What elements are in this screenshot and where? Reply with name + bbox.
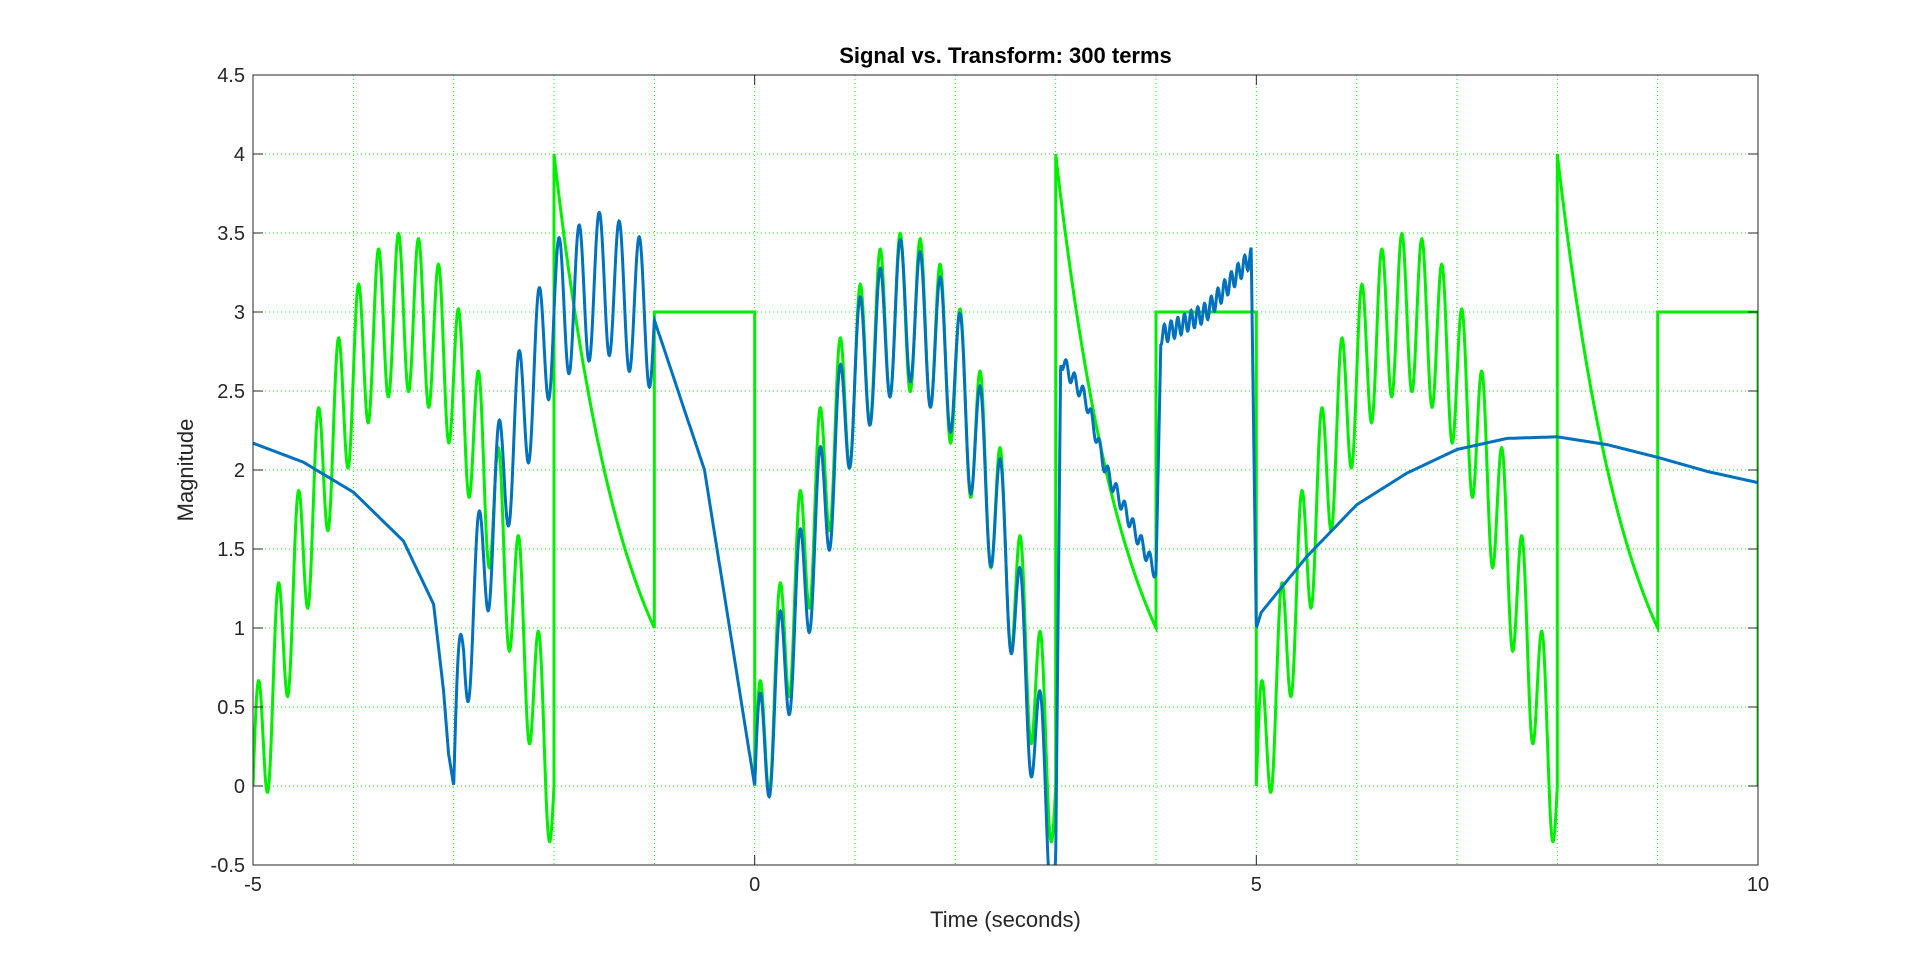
y-tick-label: -0.5 <box>211 855 245 877</box>
y-tick-label: 4 <box>234 144 245 166</box>
y-tick-label: 2.5 <box>217 381 245 403</box>
y-tick-label: 1.5 <box>217 539 245 561</box>
series-lines <box>253 153 1758 865</box>
transform-line <box>253 210 1758 865</box>
y-tick-label: 3.5 <box>217 223 245 245</box>
x-axis-label: Time (seconds) <box>930 907 1081 932</box>
x-tick-label: 10 <box>1747 874 1769 896</box>
y-axis-label: Magnitude <box>173 419 198 522</box>
signal-line <box>253 153 1758 844</box>
y-tick-label: 2 <box>234 460 245 482</box>
x-tick-label: -5 <box>244 874 262 896</box>
y-tick-label: 3 <box>234 302 245 324</box>
chart-title: Signal vs. Transform: 300 terms <box>839 43 1172 68</box>
x-tick-label: 0 <box>749 874 760 896</box>
y-tick-label: 0 <box>234 776 245 798</box>
y-tick-label: 1 <box>234 618 245 640</box>
y-tick-label: 4.5 <box>217 65 245 87</box>
ticks: -5 0 5 10 -0.5 0 0.5 1 1.5 2 2.5 3 3.5 4 4.5 <box>211 65 1770 896</box>
grid-lines <box>253 75 1758 865</box>
x-tick-label: 5 <box>1251 874 1262 896</box>
y-tick-label: 0.5 <box>217 697 245 719</box>
